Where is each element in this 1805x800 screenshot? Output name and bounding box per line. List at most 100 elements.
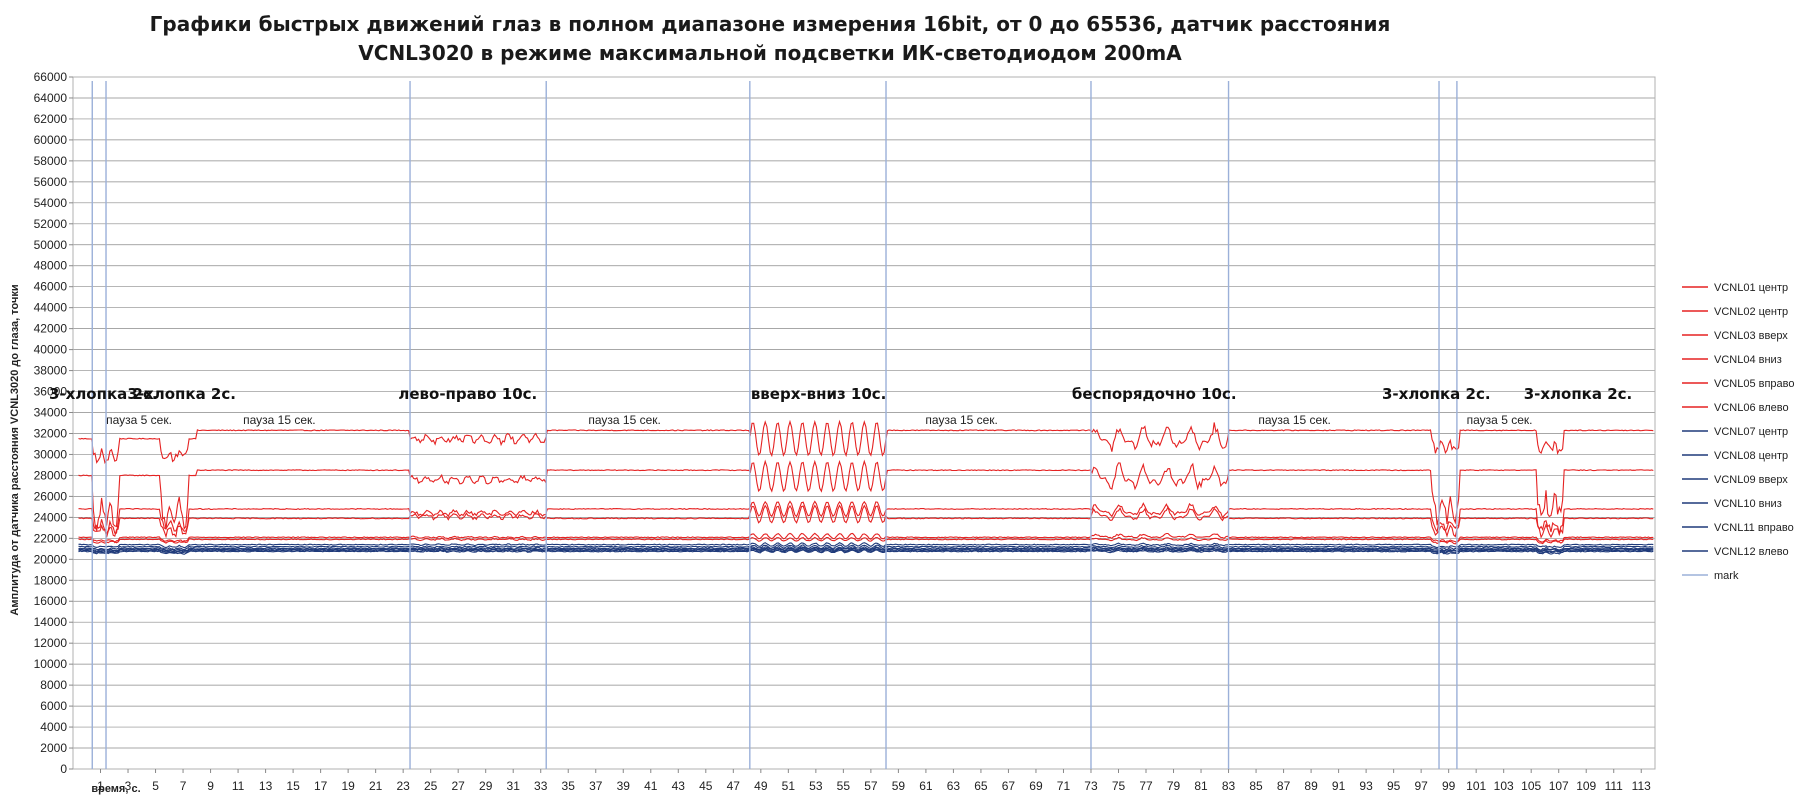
legend-entry: VCNL10 вниз <box>1714 498 1782 510</box>
x-tick-label: 75 <box>1112 779 1126 793</box>
y-tick-label: 6000 <box>40 699 67 713</box>
series-line-11 <box>78 548 1654 554</box>
y-tick-label: 42000 <box>34 322 68 336</box>
x-tick-label: 107 <box>1549 779 1569 793</box>
x-tick-label: 97 <box>1414 779 1428 793</box>
x-tick-label: 9 <box>207 779 214 793</box>
annotation-label: пауза 15 сек. <box>925 413 998 427</box>
annotation-label: 3-хлопка 2с. <box>127 385 236 403</box>
series-line-1 <box>78 419 1654 464</box>
y-tick-label: 14000 <box>34 615 68 629</box>
y-tick-label: 26000 <box>34 489 68 503</box>
y-axis-label: Амплитуда от датчика расстояния VCNL3020… <box>9 284 21 615</box>
x-tick-label: 99 <box>1442 779 1456 793</box>
y-tick-label: 12000 <box>34 636 68 650</box>
x-tick-label: 19 <box>341 779 355 793</box>
x-tick-label: 65 <box>974 779 988 793</box>
series-line-3 <box>78 500 1654 535</box>
legend-entry: VCNL03 вверх <box>1714 330 1788 342</box>
y-tick-label: 60000 <box>34 133 68 147</box>
y-tick-label: 44000 <box>34 301 68 315</box>
legend-entry: VCNL06 влево <box>1714 402 1789 414</box>
series-layer <box>78 419 1654 555</box>
y-tick-label: 18000 <box>34 573 68 587</box>
x-tick-label: 77 <box>1139 779 1153 793</box>
plot-frame <box>72 76 1656 770</box>
x-tick-label: 83 <box>1222 779 1236 793</box>
x-tick-label: 7 <box>180 779 187 793</box>
series-line-2 <box>78 459 1654 531</box>
series-line-6 <box>78 536 1654 545</box>
x-tick-label: 17 <box>314 779 328 793</box>
legend-entry: VCNL02 центр <box>1714 306 1788 318</box>
annotation-label: пауза 5 сек. <box>1467 413 1533 427</box>
legend: VCNL01 центр VCNL02 центр VCNL03 вверх VCNL… <box>1682 282 1795 582</box>
annotation-label: пауза 5 сек. <box>106 413 172 427</box>
y-tick-label: 38000 <box>34 364 68 378</box>
annotation-label: 3-хлопка 2с. <box>1382 385 1491 403</box>
axis-layer: 0 2000 4000 6000 8000 10000 12000 14000 16000 180… <box>34 70 1656 793</box>
x-tick-label: 71 <box>1057 779 1071 793</box>
legend-entry: VCNL07 центр <box>1714 426 1788 438</box>
y-tick-label: 22000 <box>34 531 68 545</box>
x-tick-label: 89 <box>1304 779 1318 793</box>
x-tick-label: 25 <box>424 779 438 793</box>
mark-layer <box>91 81 1458 769</box>
series-line-12 <box>78 549 1654 555</box>
x-tick-label: 31 <box>507 779 521 793</box>
x-tick-label: 21 <box>369 779 383 793</box>
y-tick-label: 52000 <box>34 217 68 231</box>
x-tick-label: 51 <box>782 779 796 793</box>
x-tick-label: 87 <box>1277 779 1291 793</box>
legend-entry: VCNL09 вверх <box>1714 474 1788 486</box>
y-tick-label: 40000 <box>34 343 68 357</box>
x-tick-label: 1 <box>97 779 104 793</box>
x-tick-label: 49 <box>754 779 768 793</box>
y-tick-label: 32000 <box>34 426 68 440</box>
y-tick-label: 54000 <box>34 196 68 210</box>
x-tick-label: 15 <box>286 779 300 793</box>
y-tick-label: 56000 <box>34 175 68 189</box>
y-tick-label: 46000 <box>34 280 68 294</box>
x-tick-label: 29 <box>479 779 493 793</box>
x-tick-label: 105 <box>1521 779 1541 793</box>
x-tick-label: 13 <box>259 779 273 793</box>
series-line-7 <box>78 542 1654 549</box>
series-line-4 <box>78 504 1654 539</box>
x-tick-label: 101 <box>1466 779 1486 793</box>
x-tick-label: 43 <box>672 779 686 793</box>
annotation-label: пауза 15 сек. <box>243 413 316 427</box>
x-tick-label: 113 <box>1632 779 1651 793</box>
x-tick-label: 39 <box>617 779 631 793</box>
legend-entry: VCNL11 вправо <box>1714 522 1794 534</box>
x-tick-label: 55 <box>837 779 851 793</box>
y-tick-label: 64000 <box>34 91 68 105</box>
y-tick-label: 2000 <box>40 741 67 755</box>
x-tick-label: 53 <box>809 779 823 793</box>
legend-entry: VCNL01 центр <box>1714 282 1788 294</box>
x-tick-label: 5 <box>152 779 159 793</box>
x-tick-label: 61 <box>919 779 933 793</box>
x-tick-label: 103 <box>1494 779 1514 793</box>
y-tick-label: 10000 <box>34 657 68 671</box>
x-tick-label: 47 <box>727 779 741 793</box>
x-tick-label: 57 <box>864 779 878 793</box>
annotation-label: вверх-вниз 10с. <box>751 385 887 403</box>
x-tick-label: 85 <box>1249 779 1263 793</box>
y-tick-label: 4000 <box>40 720 67 734</box>
x-tick-label: 73 <box>1084 779 1098 793</box>
y-tick-label: 0 <box>60 762 67 776</box>
y-tick-label: 58000 <box>34 154 68 168</box>
x-tick-label: 27 <box>452 779 466 793</box>
annotation-label: пауза 15 сек. <box>1258 413 1331 427</box>
legend-entry: VCNL12 влево <box>1714 546 1789 558</box>
annotation-label: лево-право 10с. <box>398 385 537 403</box>
x-tick-label: 63 <box>947 779 961 793</box>
x-axis-label: время, с. <box>91 783 140 795</box>
annotation-label: 3-хлопка 2с. <box>49 385 158 403</box>
annotation-label: 3-хлопка 2с. <box>1524 385 1633 403</box>
y-tick-label: 24000 <box>34 510 68 524</box>
x-tick-label: 69 <box>1029 779 1043 793</box>
annotation-label: пауза 15 сек. <box>588 413 661 427</box>
